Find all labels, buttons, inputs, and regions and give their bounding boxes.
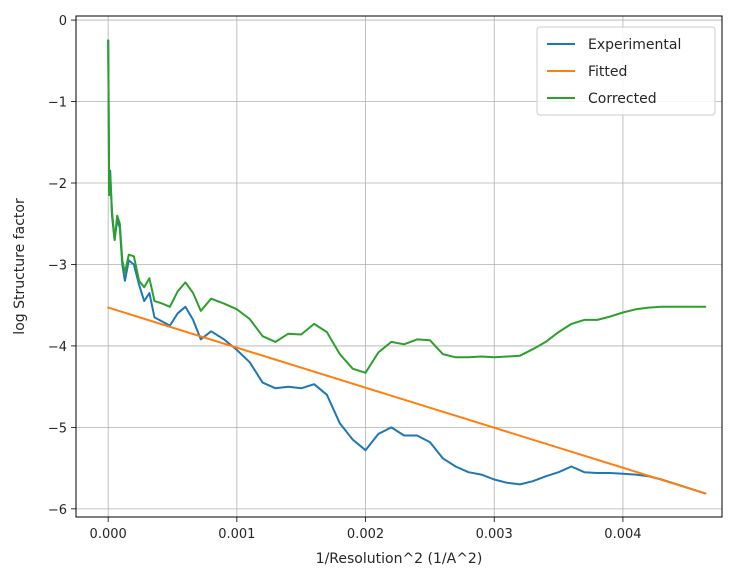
- x-tick-label: 0.004: [604, 527, 641, 542]
- y-tick-label: −5: [48, 421, 67, 436]
- x-tick-label: 0.003: [476, 527, 513, 542]
- legend-label-fitted: Fitted: [588, 64, 627, 80]
- y-tick-label: 0: [59, 14, 67, 29]
- y-tick-label: −4: [48, 340, 67, 355]
- series-line-corrected: [107, 39, 707, 374]
- x-axis-label: 1/Resolution^2 (1/A^2): [316, 551, 483, 567]
- series-line-experimental: [107, 39, 707, 495]
- series-lines: [107, 39, 707, 495]
- plot-frame: [75, 15, 723, 518]
- y-axis-label: log Structure factor: [12, 198, 28, 335]
- legend-label-experimental: Experimental: [588, 37, 681, 53]
- y-tick-label: −2: [48, 177, 67, 192]
- y-tick-label: −3: [48, 258, 67, 273]
- x-tick-label: 0.002: [347, 527, 384, 542]
- x-tick-label: 0.001: [218, 527, 255, 542]
- x-tick-label: 0.000: [90, 527, 127, 542]
- y-tick-label: −1: [48, 96, 67, 111]
- axis-ticks: 0.000 0.001 0.002 0.003 0.004 0 −1 −2 −3 −4 −5 −6: [48, 14, 642, 542]
- legend-label-corrected: Corrected: [588, 91, 657, 107]
- grid-lines: [76, 16, 722, 517]
- legend-box: [536, 26, 716, 116]
- y-tick-label: −6: [48, 503, 67, 518]
- legend: Experimental Fitted Corrected: [536, 26, 716, 116]
- series-line-fitted: [107, 306, 707, 495]
